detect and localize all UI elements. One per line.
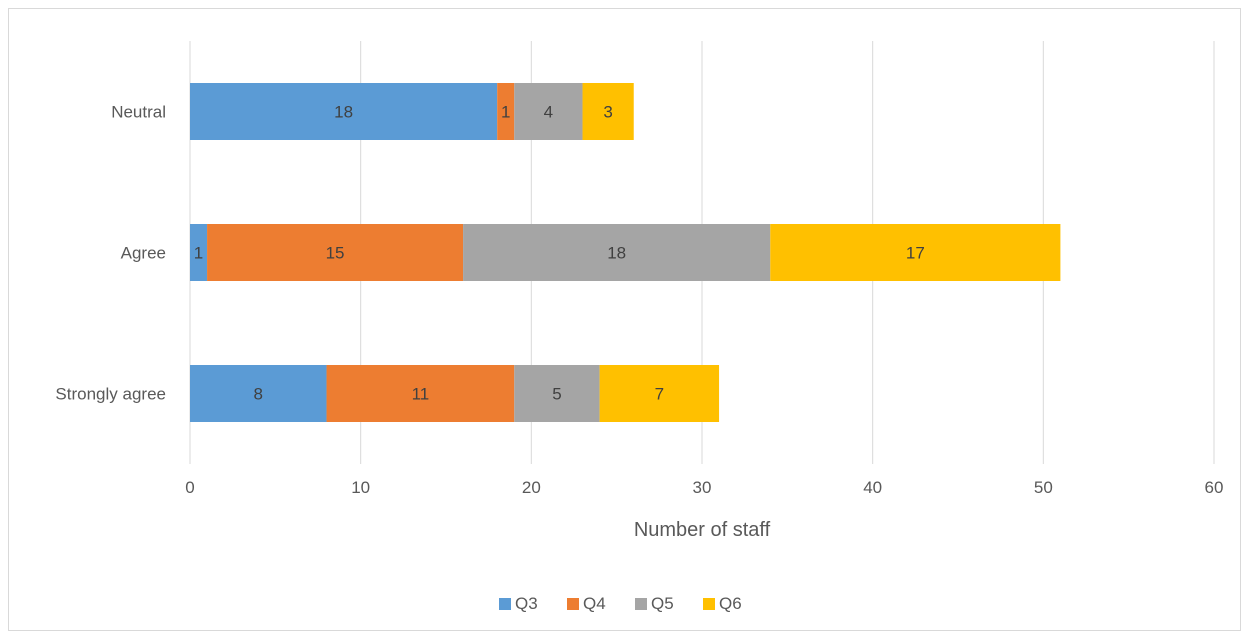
bar-segment	[190, 83, 498, 140]
bar-segment	[463, 224, 771, 281]
bar-segment	[599, 365, 720, 422]
data-label: 3	[603, 103, 612, 122]
legend-swatch	[567, 598, 579, 610]
chart-area: 8 11 5 7 1 15 18 17 18 1 4 3 Strongly agree Agree Neu…	[8, 8, 1241, 631]
x-tick-label: 20	[522, 478, 541, 497]
bar-segment	[326, 365, 515, 422]
bar-segment	[190, 224, 208, 281]
bar-segment	[514, 83, 583, 140]
bar-segment	[497, 83, 515, 140]
x-tick-label: 30	[693, 478, 712, 497]
data-label: 8	[254, 385, 263, 404]
legend-label: Q3	[515, 594, 538, 613]
data-label: 11	[412, 385, 430, 404]
data-label: 18	[607, 244, 626, 263]
legend: Q3 Q4 Q5 Q6	[499, 594, 742, 613]
x-tick-label: 60	[1205, 478, 1224, 497]
legend-label: Q5	[651, 594, 674, 613]
bar-segment	[514, 365, 600, 422]
x-tick-label: 40	[863, 478, 882, 497]
data-label: 18	[334, 103, 353, 122]
category-label: Neutral	[111, 103, 166, 122]
legend-swatch	[703, 598, 715, 610]
bar-segment	[190, 365, 327, 422]
value-axis: 0 10 20 30 40 50 60	[185, 478, 1223, 497]
bar-segment	[582, 83, 634, 140]
x-tick-label: 10	[351, 478, 370, 497]
legend-label: Q6	[719, 594, 742, 613]
category-label: Strongly agree	[55, 385, 166, 404]
category-axis: Strongly agree Agree Neutral	[55, 103, 166, 404]
data-label: 7	[655, 385, 664, 404]
data-label: 17	[906, 244, 925, 263]
legend-label: Q4	[583, 594, 606, 613]
x-tick-label: 0	[185, 478, 194, 497]
x-axis-title: Number of staff	[634, 519, 771, 541]
bar-segment	[207, 224, 464, 281]
category-label: Agree	[121, 244, 166, 263]
legend-swatch	[635, 598, 647, 610]
bar-segment	[770, 224, 1061, 281]
legend-swatch	[499, 598, 511, 610]
data-label: 15	[326, 244, 345, 263]
data-label: 4	[544, 103, 553, 122]
bars	[190, 83, 1061, 422]
x-tick-label: 50	[1034, 478, 1053, 497]
data-label: 1	[501, 103, 510, 122]
data-label: 1	[194, 244, 203, 263]
data-label: 5	[552, 385, 561, 404]
